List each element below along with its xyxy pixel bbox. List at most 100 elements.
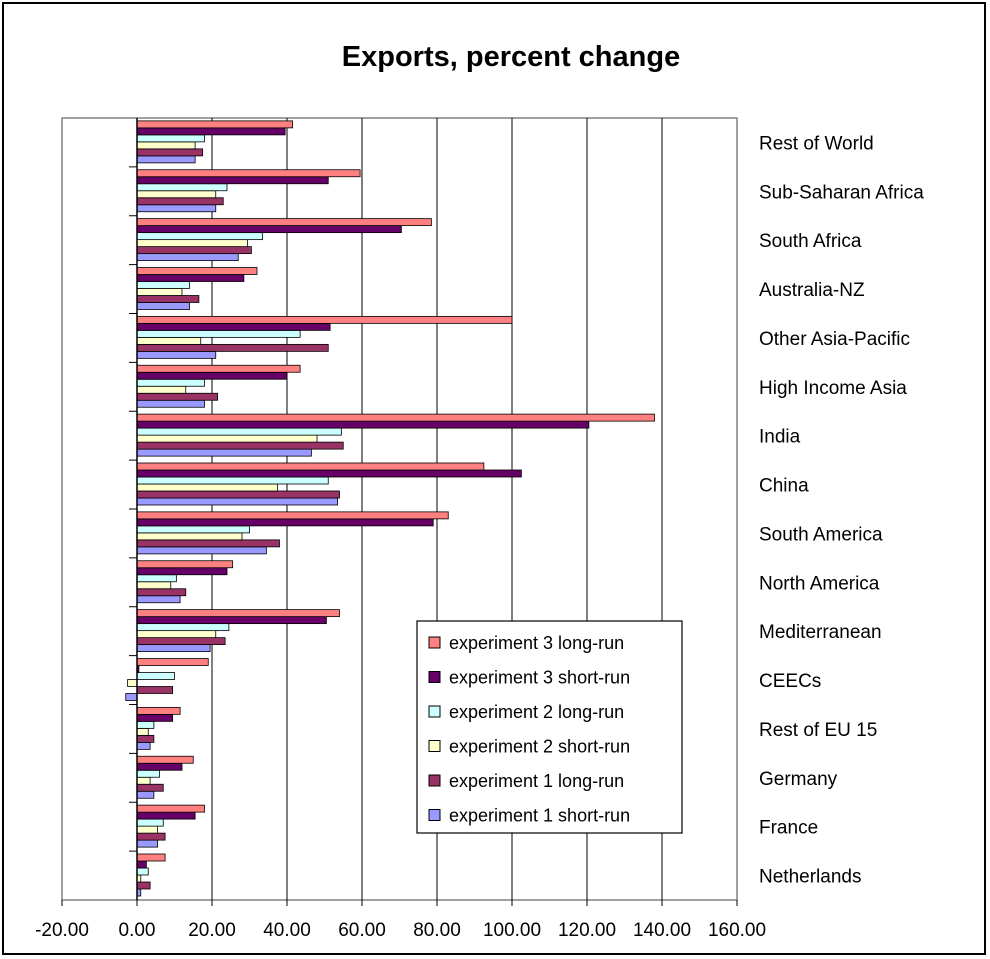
bar bbox=[136, 734, 155, 743]
bar bbox=[136, 476, 329, 485]
bar bbox=[136, 497, 339, 506]
bar bbox=[136, 385, 187, 394]
bar bbox=[136, 706, 181, 715]
category-label: Other Asia-Pacific bbox=[759, 329, 910, 350]
bar bbox=[136, 392, 219, 401]
legend-label: experiment 3 short-run bbox=[449, 668, 630, 688]
bar bbox=[136, 204, 217, 213]
bar bbox=[136, 658, 209, 666]
bar bbox=[136, 825, 159, 834]
bar bbox=[136, 511, 449, 520]
category-label: France bbox=[759, 818, 818, 839]
category-label: CEECs bbox=[759, 671, 821, 692]
legend-swatch bbox=[428, 809, 441, 821]
bar bbox=[127, 679, 138, 687]
bar bbox=[136, 518, 434, 527]
bar bbox=[136, 413, 655, 422]
bar bbox=[136, 853, 166, 862]
legend-box bbox=[416, 620, 683, 834]
bar bbox=[136, 811, 196, 820]
x-tick-label: -20.00 bbox=[35, 920, 89, 941]
bar bbox=[136, 644, 211, 653]
bar bbox=[136, 867, 149, 876]
x-tick-label: 60.00 bbox=[338, 920, 386, 941]
x-tick-label: 120.00 bbox=[558, 920, 616, 941]
legend-swatch bbox=[428, 774, 441, 787]
x-tick-label: 100.00 bbox=[483, 920, 541, 941]
bar bbox=[136, 183, 228, 192]
bar bbox=[136, 686, 174, 694]
legend-swatch bbox=[428, 671, 441, 683]
bar bbox=[136, 350, 217, 359]
x-tick-label: 20.00 bbox=[188, 920, 236, 941]
bar bbox=[136, 148, 204, 157]
bar bbox=[136, 288, 183, 296]
category-label: Australia-NZ bbox=[759, 280, 865, 301]
bar bbox=[136, 741, 151, 750]
bar bbox=[136, 860, 147, 869]
bar bbox=[136, 127, 286, 136]
bar bbox=[136, 574, 177, 583]
bar bbox=[136, 399, 205, 408]
bar bbox=[136, 329, 301, 338]
bar bbox=[136, 755, 194, 764]
bar bbox=[136, 274, 245, 282]
bar bbox=[136, 134, 205, 143]
chart-svg: Exports, percent change -20.00 0.00 20.00 4… bbox=[35, 41, 924, 941]
bar bbox=[136, 713, 174, 722]
bar bbox=[136, 434, 318, 443]
x-tick-label: 140.00 bbox=[633, 920, 691, 941]
legend: experiment 3 long-run experiment 3 short-… bbox=[416, 620, 683, 834]
bar bbox=[136, 560, 234, 569]
bar bbox=[136, 295, 200, 303]
bar bbox=[136, 141, 196, 150]
bar bbox=[136, 364, 301, 373]
bar bbox=[136, 832, 166, 841]
bar bbox=[136, 225, 402, 234]
bar bbox=[136, 239, 249, 248]
bar bbox=[136, 155, 196, 164]
bar bbox=[136, 769, 160, 778]
bar bbox=[136, 448, 312, 457]
bar bbox=[136, 267, 258, 275]
bar bbox=[136, 532, 243, 541]
bar bbox=[125, 693, 138, 701]
bar bbox=[136, 804, 205, 813]
bar bbox=[136, 637, 226, 646]
bar bbox=[136, 253, 239, 262]
bar bbox=[136, 616, 327, 625]
bar bbox=[136, 120, 294, 129]
bar bbox=[136, 427, 342, 436]
category-label: High Income Asia bbox=[759, 378, 907, 399]
bar bbox=[136, 420, 590, 429]
bar bbox=[136, 483, 279, 492]
bar bbox=[136, 609, 340, 618]
x-tick-label: 80.00 bbox=[413, 920, 461, 941]
legend-label: experiment 3 long-run bbox=[449, 633, 624, 653]
bar bbox=[136, 336, 202, 345]
category-label: Germany bbox=[759, 769, 838, 790]
category-label: Rest of World bbox=[759, 133, 874, 154]
x-tick-label: 40.00 bbox=[263, 920, 311, 941]
bar bbox=[136, 246, 252, 255]
bar bbox=[136, 197, 224, 206]
bar bbox=[136, 588, 187, 597]
bar bbox=[136, 322, 331, 331]
bar bbox=[136, 776, 151, 785]
bar bbox=[136, 441, 344, 450]
bar bbox=[136, 881, 151, 890]
bar bbox=[136, 790, 155, 799]
category-label: Sub-Saharan Africa bbox=[759, 182, 924, 203]
bar bbox=[136, 623, 230, 632]
bar bbox=[136, 525, 250, 534]
bar bbox=[136, 720, 155, 729]
x-tick-label: 0.00 bbox=[119, 920, 156, 941]
axes: -20.00 0.00 20.00 40.00 60.00 80.00 100.00 120.… bbox=[35, 118, 924, 941]
bar bbox=[136, 581, 172, 590]
category-label: South America bbox=[759, 524, 883, 545]
category-label: India bbox=[759, 427, 801, 448]
category-label: China bbox=[759, 476, 809, 497]
bar bbox=[136, 490, 340, 499]
bar bbox=[136, 190, 217, 199]
